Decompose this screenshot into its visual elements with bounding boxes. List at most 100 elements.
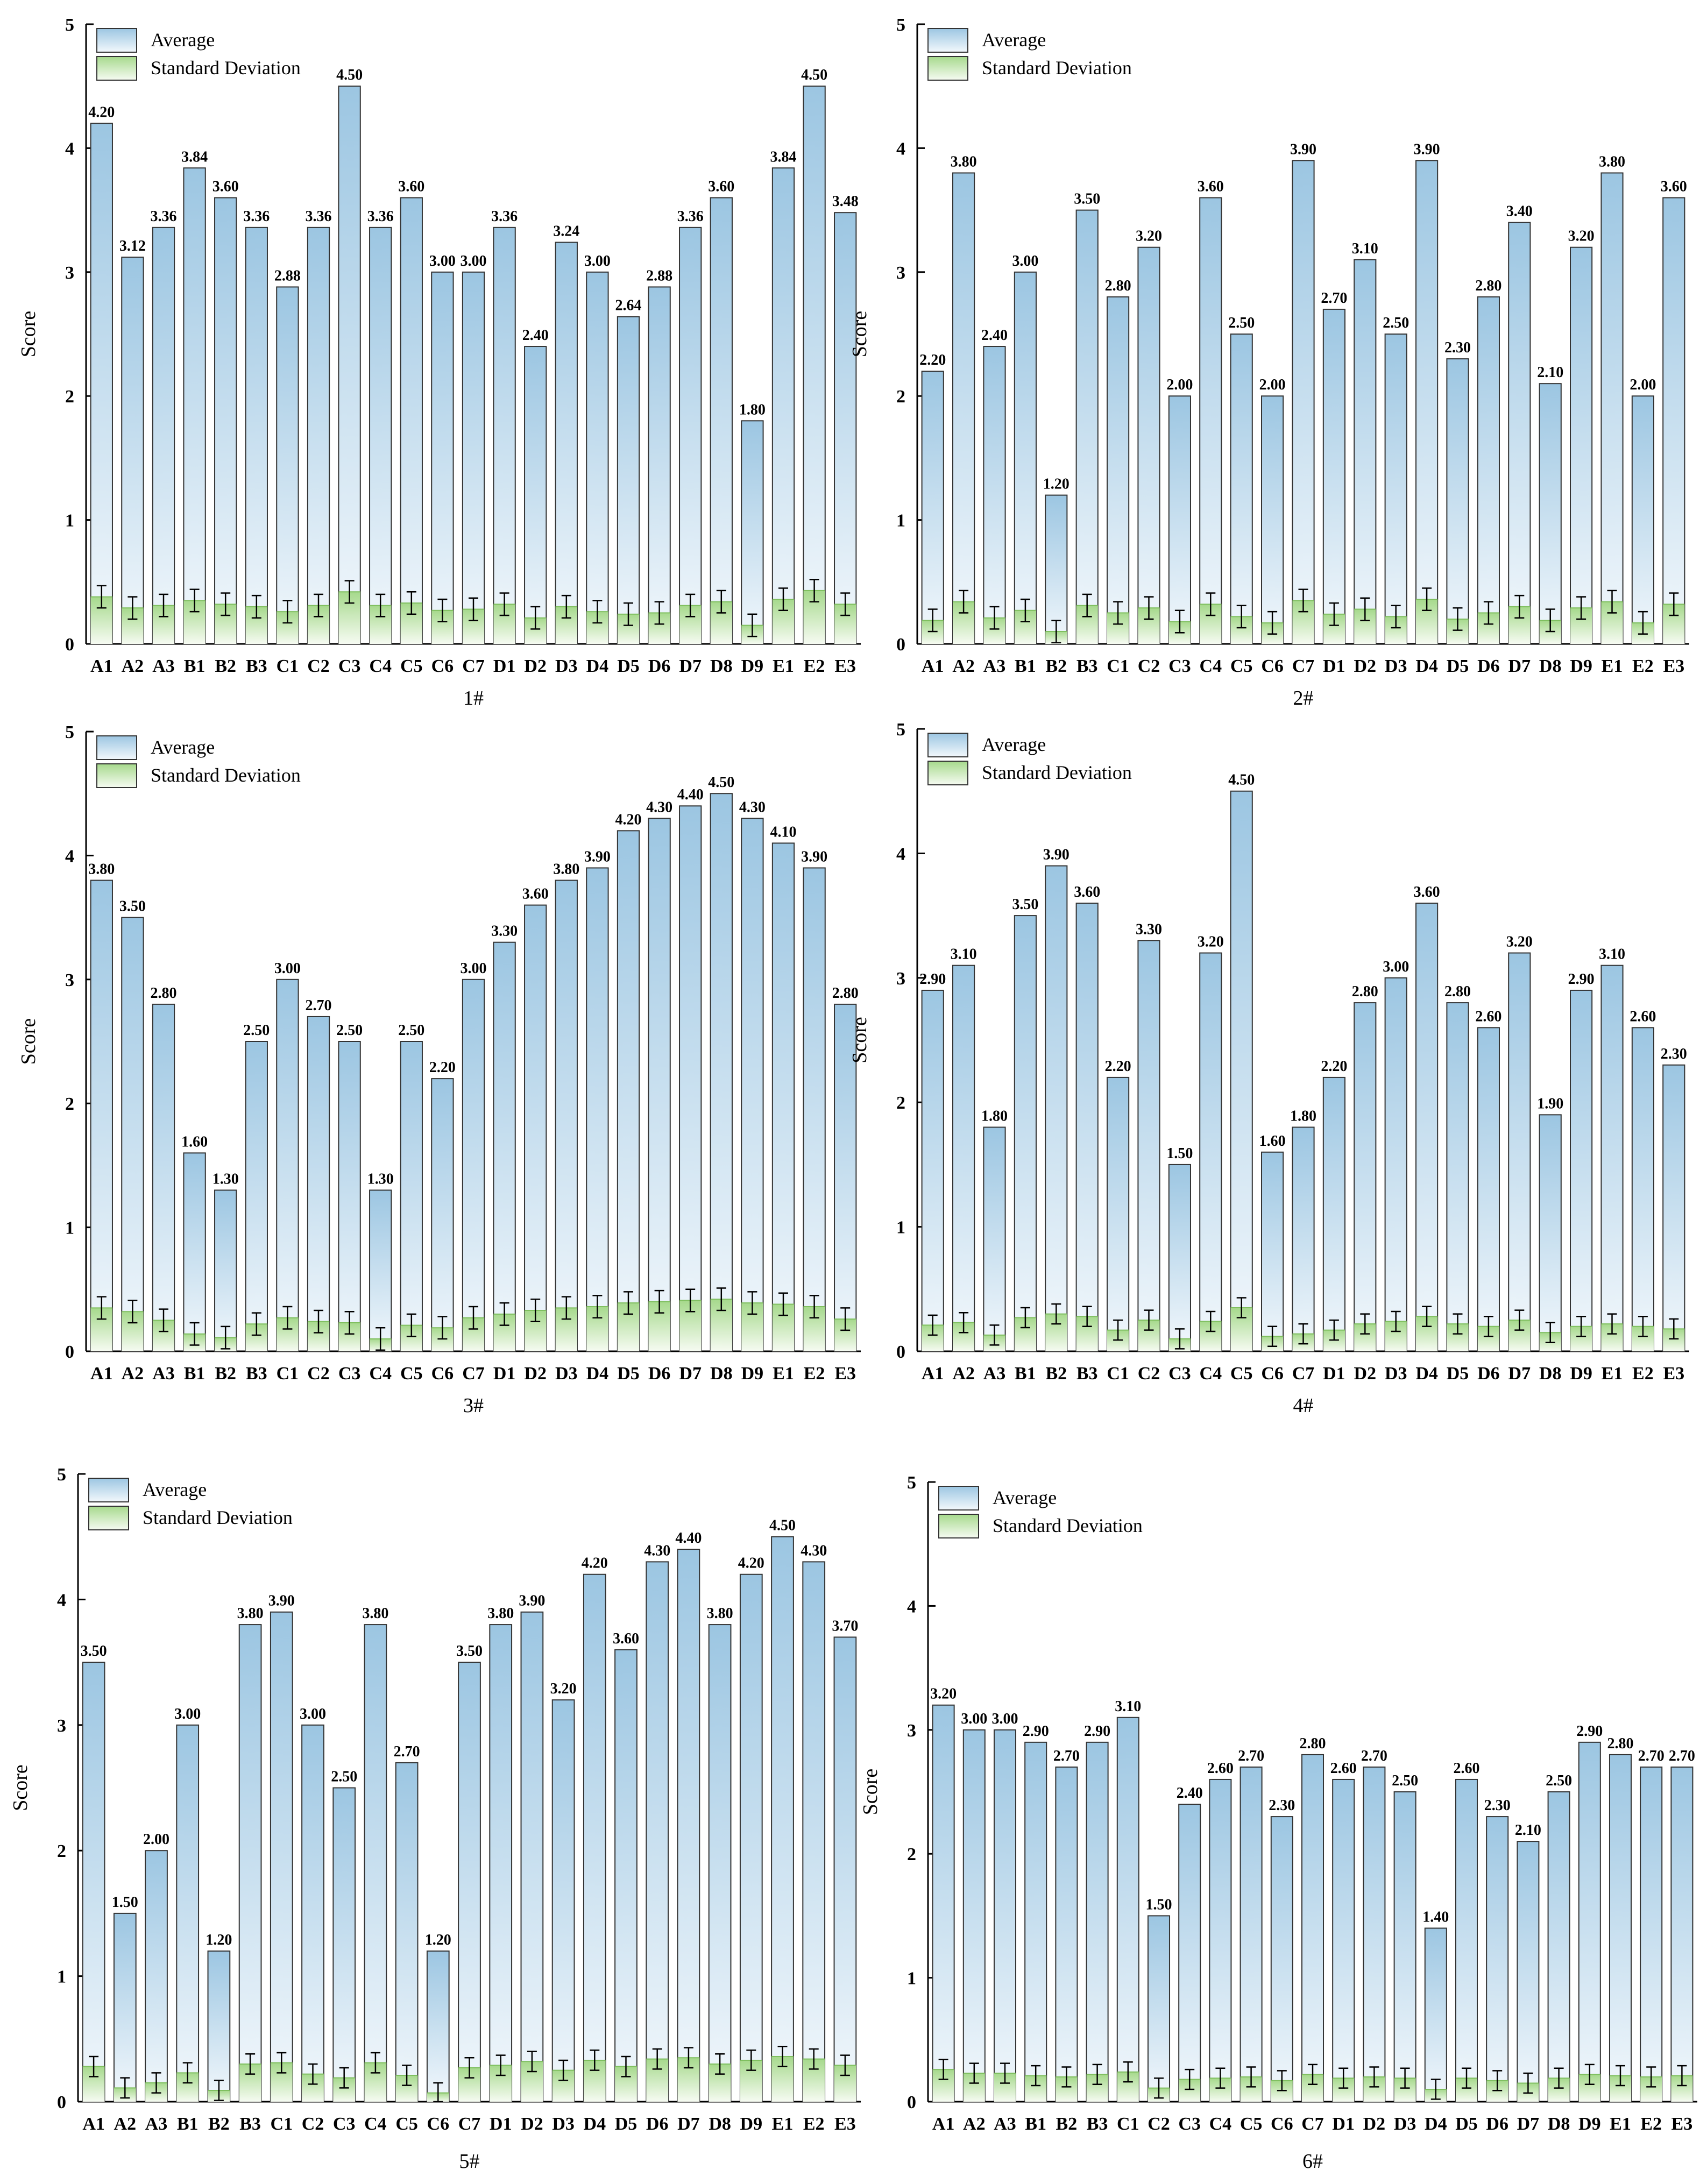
- error-bar-C6: [437, 1316, 448, 1340]
- error-bar-E3: [840, 592, 851, 616]
- value-label-E2: 3.90: [801, 848, 827, 865]
- error-bar-C1: [282, 1306, 293, 1330]
- y-tick-label: 5: [896, 720, 905, 740]
- value-label-B3: 3.50: [1074, 191, 1100, 208]
- value-label-E2: 2.60: [1630, 1008, 1656, 1025]
- y-tick-label: 2: [65, 387, 74, 407]
- error-bar-C2: [314, 1309, 323, 1334]
- category-label-D2: D2: [1354, 1364, 1377, 1384]
- category-label-D2: D2: [1354, 656, 1377, 676]
- category-label-D8: D8: [1539, 656, 1562, 676]
- average-bar-C4: [364, 1624, 387, 2103]
- chart-panel-2: 0 1 2 3 4 5 Score 2.20 A1 3.80 A2 2.40 A3 3.00 B1 1.20 B…: [848, 15, 1689, 710]
- value-label-D6: 2.80: [1475, 278, 1501, 294]
- value-label-D4: 4.20: [582, 1555, 608, 1572]
- average-bar-C2: [301, 1724, 324, 2103]
- average-bar-B3: [1075, 209, 1099, 645]
- value-label-D9: 4.20: [738, 1555, 764, 1572]
- error-bar-C2: [1144, 596, 1154, 620]
- category-label-C6: C6: [1261, 656, 1284, 676]
- chart-panel-4: 0 1 2 3 4 5 Score 2.90 A1 3.10 A2 1.80 A3 3.50 B1 3.90 B…: [848, 720, 1689, 1417]
- category-label-A3: A3: [145, 2114, 168, 2134]
- average-bar-B1: [1014, 915, 1037, 1352]
- average-bar-E1: [771, 842, 795, 1352]
- value-label-B1: 1.60: [181, 1133, 208, 1150]
- value-label-A1: 2.90: [919, 971, 946, 988]
- average-bar-E2: [803, 86, 826, 645]
- legend-average-label: Average: [982, 29, 1046, 51]
- value-label-C7: 2.80: [1300, 1735, 1326, 1752]
- value-label-C7: 3.50: [456, 1643, 483, 1660]
- average-bar-C3: [332, 1787, 356, 2102]
- value-label-C5: 3.60: [398, 179, 424, 195]
- category-label-A1: A1: [82, 2114, 105, 2134]
- category-label-A2: A2: [963, 2114, 986, 2134]
- average-bar-D4: [586, 271, 609, 644]
- error-bar-C7: [464, 2057, 474, 2079]
- error-bar-B2: [1061, 2066, 1072, 2088]
- legend-std-label: Standard Deviation: [151, 764, 301, 786]
- error-bar-D9: [1576, 596, 1586, 620]
- value-label-B2: 3.60: [213, 179, 239, 195]
- legend: Average Standard Deviation: [927, 28, 1132, 81]
- average-bar-C3: [338, 1041, 361, 1352]
- average-bar-C1: [1107, 1076, 1130, 1352]
- category-label-C7: C7: [462, 1364, 485, 1384]
- legend-average-label: Average: [982, 734, 1046, 755]
- average-bar-D4: [586, 867, 609, 1352]
- average-bar-C1: [1116, 1717, 1139, 2102]
- error-bar-D4: [592, 1295, 603, 1319]
- error-bar-A2: [969, 2062, 979, 2084]
- value-label-C4: 3.60: [1198, 179, 1224, 195]
- error-bar-D5: [624, 1291, 633, 1315]
- average-bar-A2: [121, 257, 144, 645]
- average-bar-A3: [983, 1126, 1006, 1352]
- average-bar-D2: [520, 1611, 544, 2102]
- category-label-B1: B1: [184, 656, 206, 676]
- category-label-D9: D9: [741, 1364, 764, 1384]
- value-label-D4: 1.40: [1422, 1909, 1449, 1925]
- error-bar-D3: [1391, 1310, 1401, 1332]
- category-label-C7: C7: [1301, 2114, 1324, 2134]
- value-label-E1: 3.84: [770, 148, 797, 165]
- error-bar-B2: [1051, 1303, 1061, 1325]
- category-label-A2: A2: [114, 2114, 137, 2134]
- value-label-B2: 3.90: [1043, 847, 1069, 863]
- category-label-A2: A2: [952, 656, 975, 676]
- category-label-C4: C4: [364, 2114, 387, 2134]
- average-bar-C2: [1147, 1915, 1171, 2102]
- value-label-D4: 3.60: [1414, 884, 1440, 900]
- category-label-C3: C3: [1168, 656, 1191, 676]
- value-label-D5: 2.80: [1444, 983, 1471, 1000]
- value-label-C5: 2.70: [394, 1743, 420, 1760]
- error-bar-C5: [1236, 605, 1246, 629]
- error-bar-E3: [1669, 592, 1679, 616]
- average-bar-D3: [1393, 1791, 1416, 2102]
- average-bar-D7: [1508, 952, 1531, 1352]
- category-label-C4: C4: [1200, 656, 1222, 676]
- value-label-C3: 2.00: [1166, 377, 1193, 393]
- legend-average-label: Average: [993, 1487, 1057, 1508]
- category-label-D5: D5: [1447, 656, 1469, 676]
- error-bar-E1: [1616, 2065, 1625, 2087]
- legend-average-label: Average: [151, 736, 215, 758]
- average-bar-D9: [741, 420, 764, 645]
- error-bar-D4: [590, 2050, 600, 2071]
- error-bar-E2: [1638, 1315, 1648, 1337]
- value-label-A2: 3.12: [119, 238, 146, 254]
- average-bar-D6: [648, 818, 671, 1352]
- category-label-D1: D1: [1323, 656, 1345, 676]
- value-label-C6: 3.00: [429, 253, 456, 270]
- category-label-D8: D8: [710, 656, 733, 676]
- error-bar-B3: [1082, 1306, 1092, 1327]
- average-bar-D3: [1384, 977, 1407, 1352]
- average-bar-D9: [1570, 246, 1593, 645]
- category-label-D9: D9: [1578, 2114, 1601, 2134]
- average-bar-D4: [1415, 902, 1439, 1352]
- error-bar-C2: [1144, 1309, 1154, 1331]
- value-label-D6: 2.30: [1484, 1797, 1511, 1814]
- category-label-D9: D9: [741, 656, 764, 676]
- value-label-D7: 3.40: [1506, 203, 1533, 220]
- legend: Average Standard Deviation: [96, 735, 301, 788]
- error-bar-E2: [1646, 2066, 1656, 2088]
